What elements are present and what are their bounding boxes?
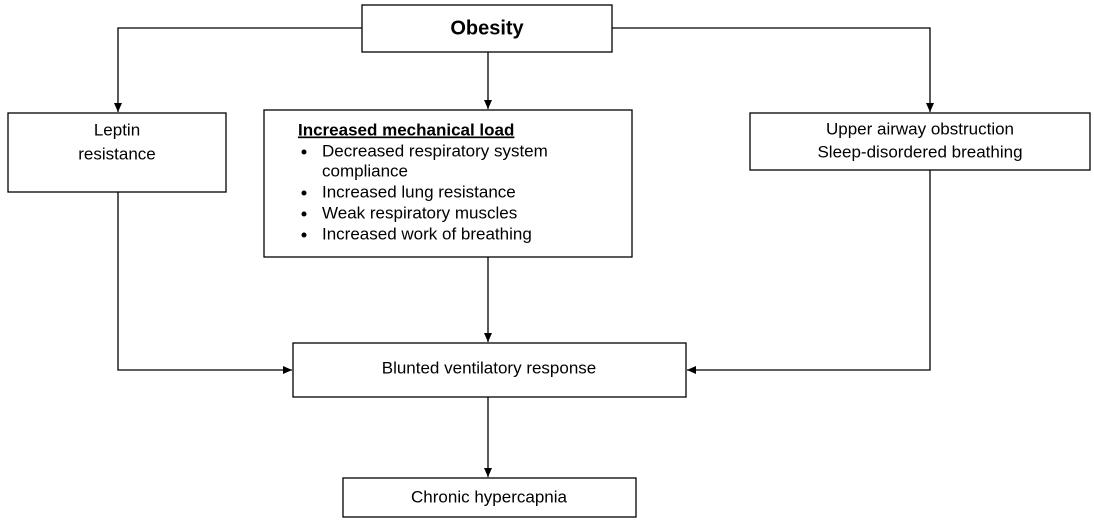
bullet [301,190,307,196]
box [292,342,687,398]
node-label: resistance [78,144,155,163]
box [749,112,1091,171]
arrow [612,27,934,112]
arrow [117,192,292,374]
bullet-text: Weak respiratory muscles [322,203,517,222]
node-label: Upper airway obstruction [826,119,1014,138]
box [342,477,637,518]
node-title: Increased mechanical load [298,120,514,139]
bullet [301,211,307,217]
node-label: Leptin [94,120,140,139]
box [361,4,613,53]
node-label: Obesity [450,17,524,39]
arrow [114,27,362,112]
node-label: Chronic hypercapnia [411,487,567,506]
bullet-text: compliance [322,161,408,180]
bullet-text: Decreased respiratory system [322,141,548,160]
box [263,109,633,258]
node-label: Blunted ventilatory response [382,358,597,377]
bullet-text: Increased work of breathing [322,224,532,243]
bullet-text: Increased lung resistance [322,182,516,201]
bullet [301,232,307,238]
node-label: Sleep-disordered breathing [817,142,1022,161]
box [7,112,227,193]
arrow [687,170,931,374]
bullet [301,149,307,155]
connectors [114,27,934,477]
